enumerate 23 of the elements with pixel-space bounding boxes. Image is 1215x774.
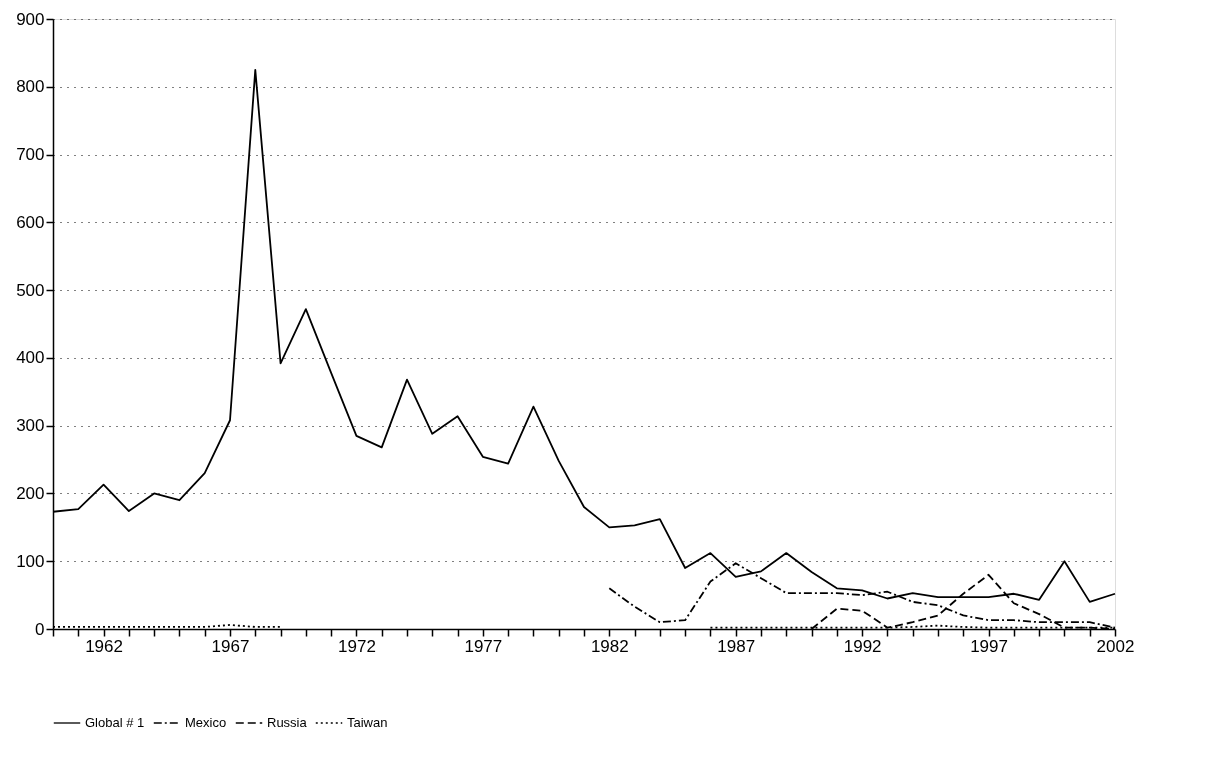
x-tick-label: 1987 — [717, 636, 756, 656]
x-tick-label: 1972 — [338, 636, 376, 656]
legend-label: Russia — [267, 715, 308, 730]
legend-label: Taiwan — [347, 715, 388, 730]
y-tick-label: 600 — [16, 212, 45, 232]
x-tick-label: 1992 — [843, 636, 882, 656]
y-tick-label: 500 — [16, 280, 45, 300]
x-tick-label: 1997 — [970, 636, 1008, 656]
y-tick-label: 0 — [35, 619, 45, 639]
y-tick-label: 400 — [16, 348, 45, 368]
y-tick-label: 300 — [16, 416, 45, 436]
legend-label: Mexico — [185, 715, 227, 730]
x-tick-label: 1962 — [85, 636, 123, 656]
y-tick-label: 900 — [16, 9, 45, 29]
x-tick-label: 1967 — [211, 636, 250, 656]
x-tick-label: 1982 — [590, 636, 629, 656]
x-tick-label: 1977 — [464, 636, 503, 656]
y-tick-label: 800 — [16, 77, 45, 97]
legend-label: Global # 1 — [85, 715, 145, 730]
y-tick-label: 100 — [16, 551, 45, 571]
y-tick-label: 700 — [16, 145, 45, 165]
y-tick-label: 200 — [16, 483, 45, 503]
x-tick-label: 2002 — [1096, 636, 1135, 656]
